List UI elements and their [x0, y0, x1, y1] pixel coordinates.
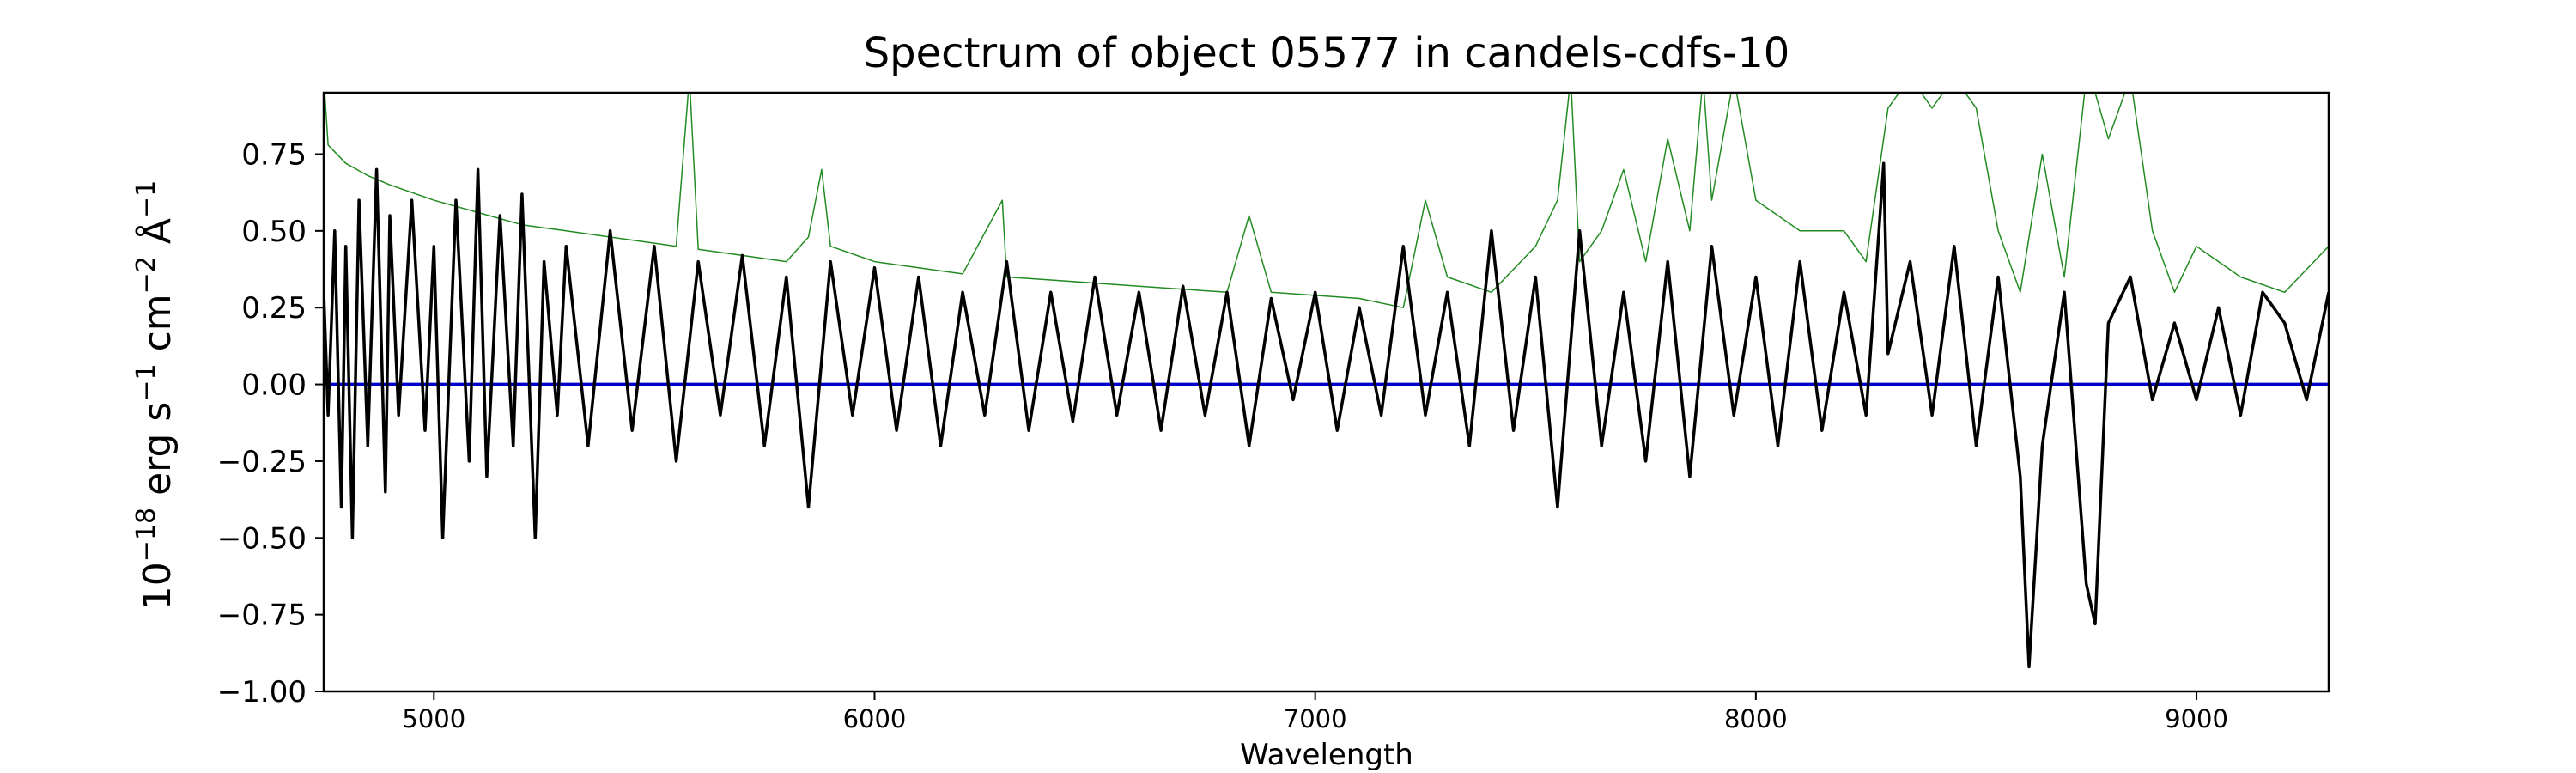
- y-tick-label: −1.00: [217, 675, 307, 709]
- error-series-line: [324, 93, 2329, 308]
- y-tick-label: 0.75: [241, 137, 307, 172]
- x-tick-label: 6000: [843, 704, 907, 733]
- y-tick-label: 0.00: [241, 368, 307, 403]
- series-layer: [324, 93, 2329, 669]
- y-axis: −1.00 −0.75 −0.50 −0.25 0.00 0.25 0.50 0.75: [217, 137, 324, 709]
- y-tick-label: 0.25: [241, 291, 307, 326]
- y-tick-label: −0.75: [217, 599, 307, 633]
- y-tick-label: 0.50: [241, 215, 307, 249]
- x-axis: 5000 6000 7000 8000 9000: [402, 691, 2228, 733]
- x-tick-label: 7000: [1284, 704, 1347, 733]
- plot-frame: [322, 91, 2330, 693]
- chart-title: Spectrum of object 05577 in candels-cdfs…: [864, 29, 1790, 77]
- x-tick-label: 5000: [402, 704, 465, 733]
- x-tick-label: 9000: [2165, 704, 2228, 733]
- x-axis-label: Wavelength: [1240, 738, 1413, 772]
- y-tick-label: −0.50: [217, 521, 307, 556]
- y-tick-label: −0.25: [217, 445, 307, 479]
- x-tick-label: 8000: [1724, 704, 1788, 733]
- flux-series-line: [324, 161, 2329, 669]
- y-axis-label: 10−18 erg s−1 cm−2 Å−1: [131, 180, 179, 610]
